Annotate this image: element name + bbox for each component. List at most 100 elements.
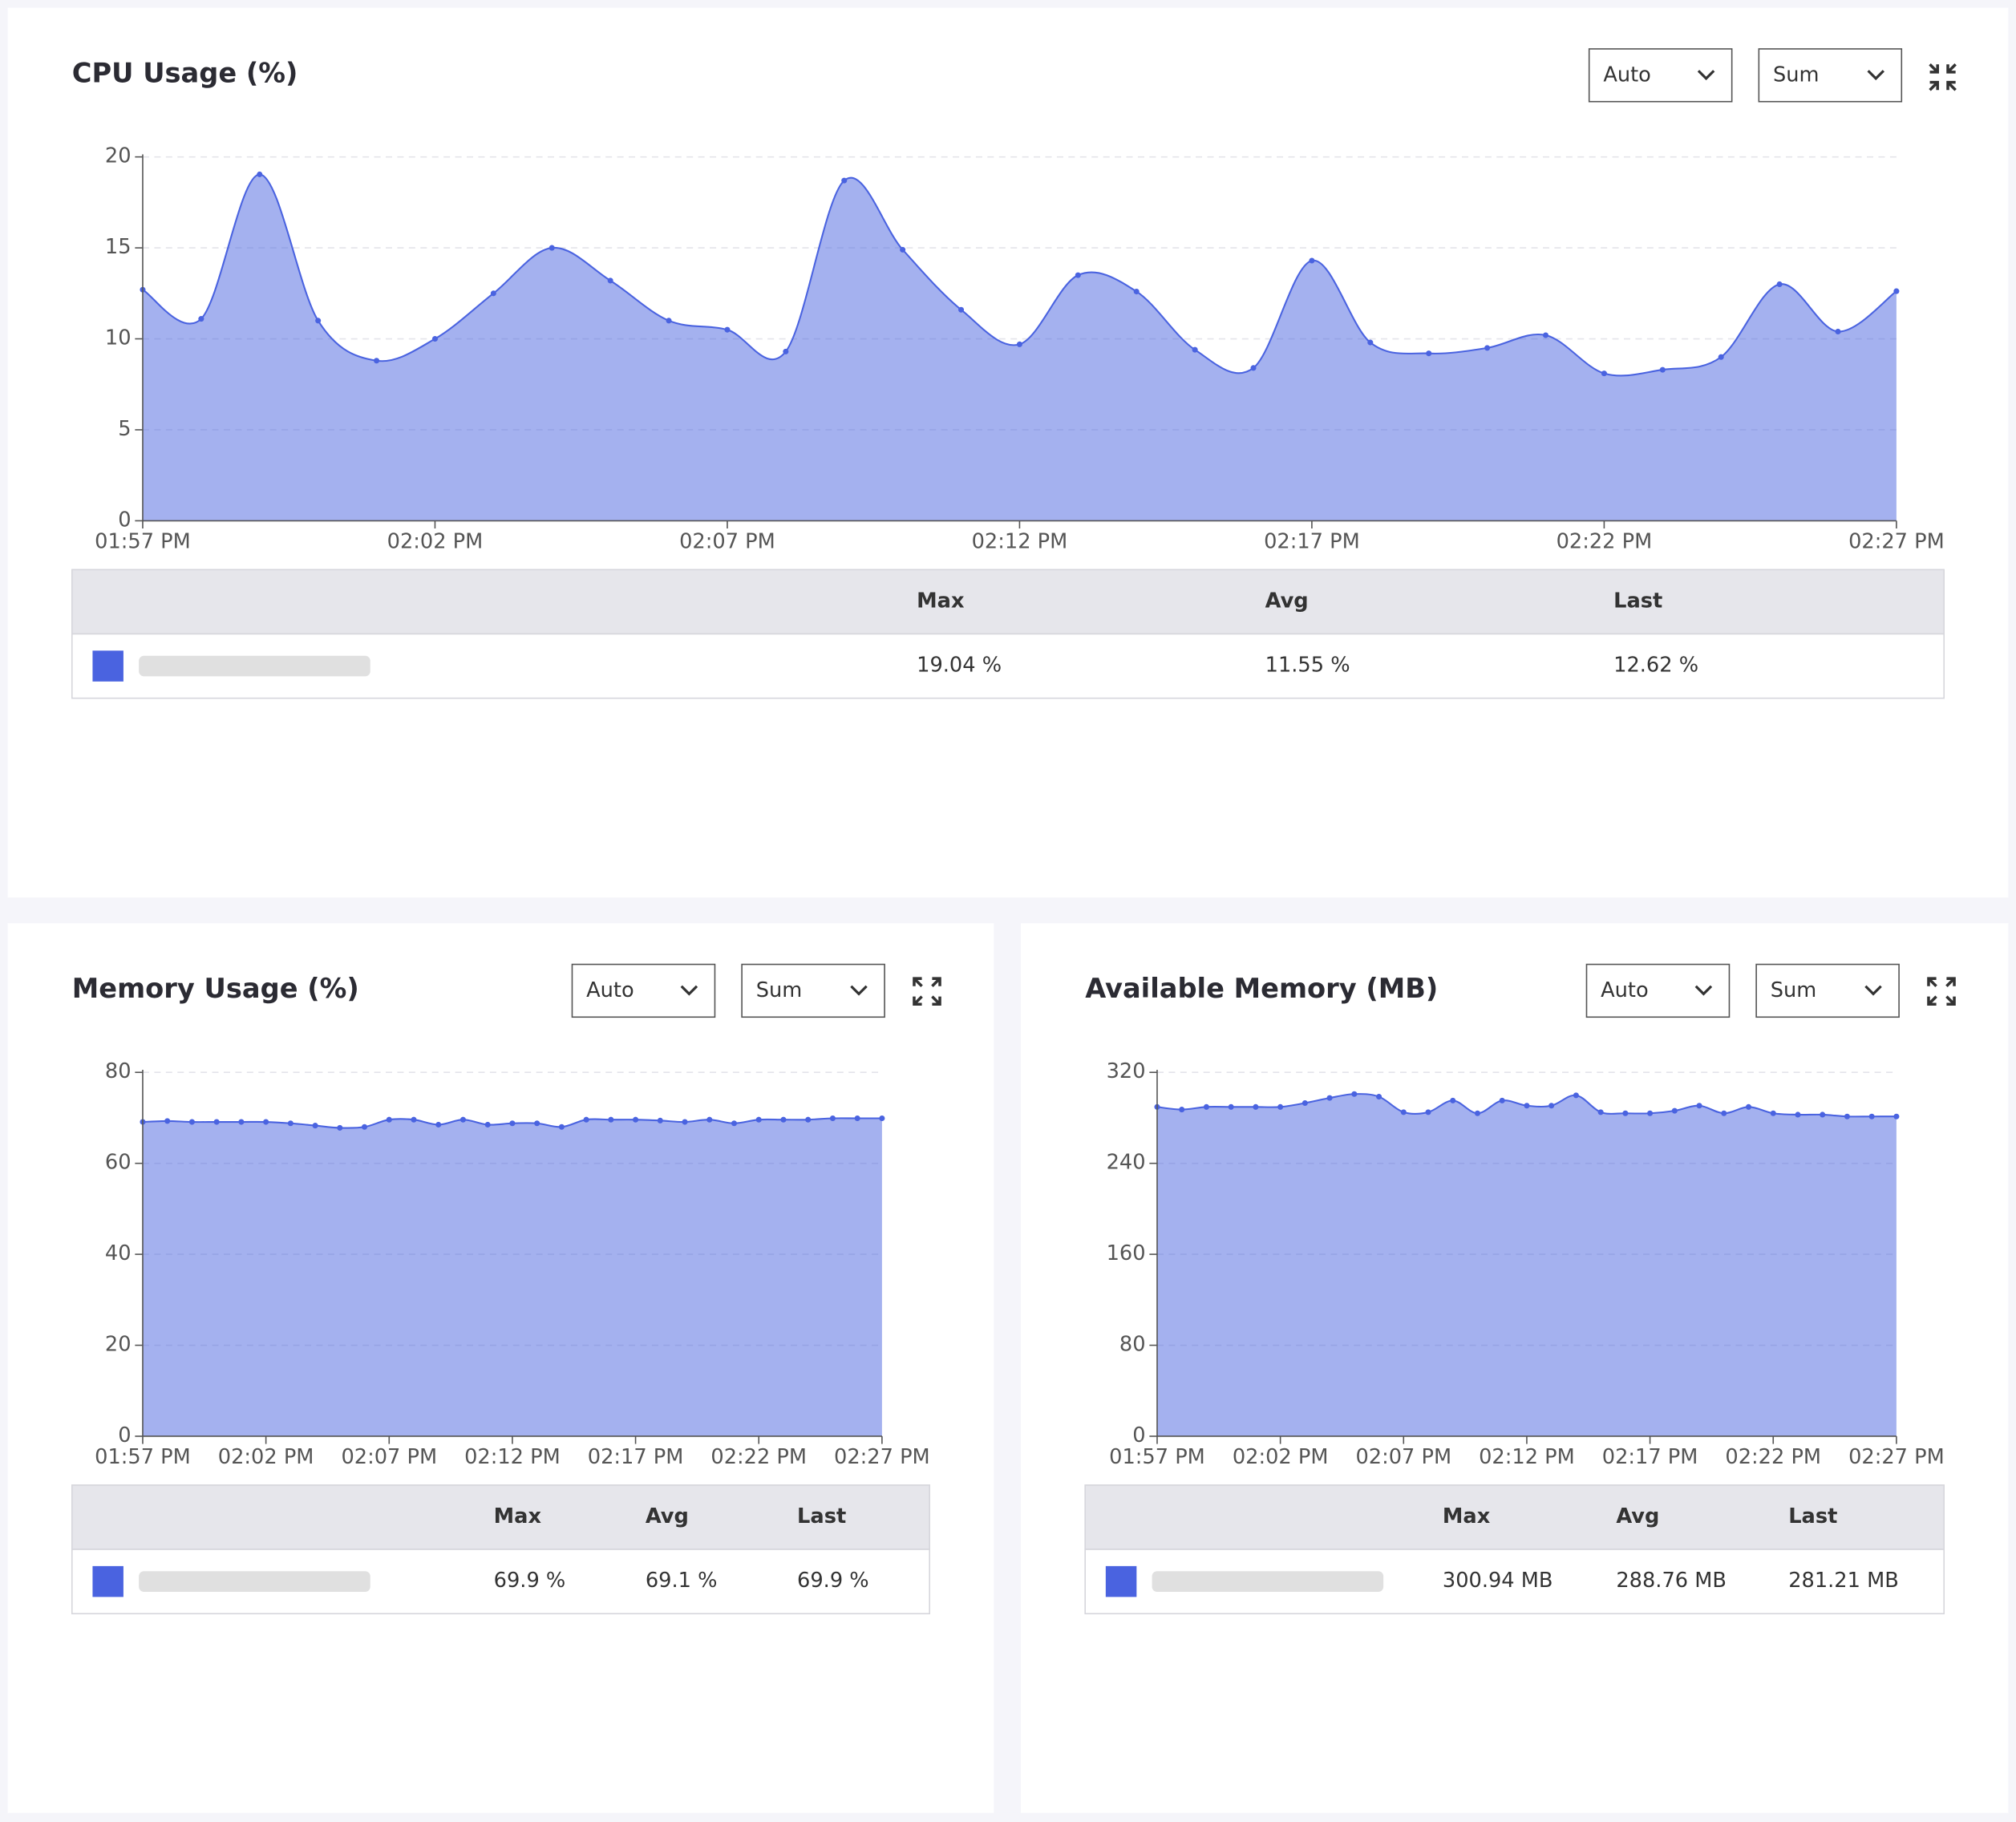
dropdown-chevron: [1867, 70, 1884, 81]
table-header: [71, 569, 1945, 635]
point: [1192, 346, 1198, 353]
x-tick-label: 02:07 PM: [1355, 1445, 1451, 1469]
point: [657, 1117, 663, 1124]
y-tick-label: 15: [105, 235, 132, 259]
point: [1326, 1095, 1333, 1101]
point: [1524, 1103, 1530, 1109]
point: [755, 1116, 762, 1123]
legend-swatch: [92, 650, 123, 682]
point: [1075, 272, 1081, 278]
point: [1277, 1103, 1284, 1110]
x-tick-label: 02:02 PM: [1233, 1445, 1329, 1469]
point: [435, 1121, 442, 1128]
point: [1499, 1097, 1505, 1103]
point: [1301, 1099, 1308, 1107]
point: [783, 348, 789, 354]
point: [1400, 1109, 1407, 1115]
chart-title: CPU Usage (%): [72, 58, 298, 89]
y-tick-label: 240: [1107, 1151, 1146, 1175]
point: [724, 326, 731, 333]
point: [1622, 1110, 1629, 1116]
point: [1203, 1103, 1209, 1110]
point: [1309, 257, 1315, 264]
dropdown-chevron: [1697, 70, 1715, 81]
point: [854, 1115, 860, 1122]
point: [731, 1120, 738, 1127]
table-cell: 11.55 %: [1265, 654, 1350, 678]
table-cell: 281.21 MB: [1788, 1569, 1899, 1593]
x-tick-label: 02:22 PM: [710, 1445, 807, 1469]
blurred-name: [139, 1571, 370, 1592]
y-tick-label: 40: [105, 1241, 132, 1265]
table-row: [71, 633, 1945, 699]
expand-button[interactable]: [913, 977, 941, 1006]
point: [1601, 370, 1607, 377]
x-tick-label: 02:27 PM: [1848, 530, 1945, 554]
point: [337, 1124, 343, 1131]
point: [213, 1119, 220, 1125]
point: [1776, 281, 1783, 287]
table-header-cell: Last: [797, 1504, 846, 1528]
point: [1647, 1110, 1654, 1116]
y-tick-label: 5: [118, 417, 131, 441]
blurred-name: [1152, 1571, 1384, 1592]
x-tick-label: 02:27 PM: [1848, 1445, 1945, 1469]
point: [608, 1116, 614, 1123]
point: [958, 306, 965, 313]
x-tick-label: 02:07 PM: [341, 1445, 437, 1469]
point: [1450, 1097, 1456, 1103]
point: [1671, 1107, 1678, 1114]
table-header-cell: Max: [1443, 1504, 1491, 1528]
point: [1376, 1094, 1382, 1100]
point: [706, 1116, 713, 1123]
expand-button[interactable]: [1927, 977, 1956, 1006]
point: [1016, 341, 1022, 347]
point: [607, 277, 613, 284]
x-tick-label: 02:07 PM: [679, 530, 775, 554]
x-tick-label: 02:17 PM: [588, 1445, 684, 1469]
point: [1659, 366, 1666, 373]
chart-title: Memory Usage (%): [72, 973, 359, 1004]
point: [780, 1116, 787, 1123]
x-tick-label: 02:12 PM: [1479, 1445, 1575, 1469]
area: [142, 174, 1897, 521]
x-tick-label: 02:17 PM: [1264, 530, 1360, 554]
point: [682, 1119, 688, 1125]
point: [263, 1119, 269, 1125]
point: [1367, 339, 1374, 346]
table-cell: 12.62 %: [1613, 654, 1698, 678]
point: [1597, 1109, 1604, 1115]
area: [142, 1118, 882, 1436]
dropdown-chevron: [850, 985, 868, 996]
x-tick-label: 02:02 PM: [387, 530, 484, 554]
x-tick-label: 01:57 PM: [95, 530, 191, 554]
dropdown-label: Sum: [756, 978, 803, 1002]
point: [549, 245, 555, 251]
y-tick-label: 20: [105, 144, 132, 168]
line: [142, 173, 1897, 377]
legend-swatch: [92, 1565, 123, 1597]
blurred-name: [139, 655, 370, 677]
table-header-cell: Avg: [1616, 1504, 1659, 1528]
y-tick-label: 10: [105, 326, 132, 350]
table-header-cell: Max: [917, 589, 965, 613]
point: [188, 1119, 195, 1125]
dropdown-chevron: [1864, 985, 1882, 996]
collapse-button[interactable]: [1929, 63, 1957, 91]
point: [315, 318, 322, 324]
dropdown-chevron: [1694, 985, 1713, 996]
point: [411, 1116, 417, 1123]
dropdown-chevron: [680, 985, 698, 996]
point: [484, 1121, 491, 1128]
x-tick-label: 02:02 PM: [218, 1445, 314, 1469]
point: [879, 1115, 885, 1122]
x-tick-label: 02:27 PM: [834, 1445, 930, 1469]
x-tick-label: 02:12 PM: [464, 1445, 561, 1469]
table-header: [71, 1484, 930, 1550]
point: [1893, 288, 1900, 294]
point: [1133, 289, 1140, 295]
y-tick-label: 80: [105, 1059, 132, 1083]
x-tick-label: 02:22 PM: [1557, 530, 1653, 554]
point: [583, 1116, 589, 1123]
point: [1696, 1103, 1702, 1109]
